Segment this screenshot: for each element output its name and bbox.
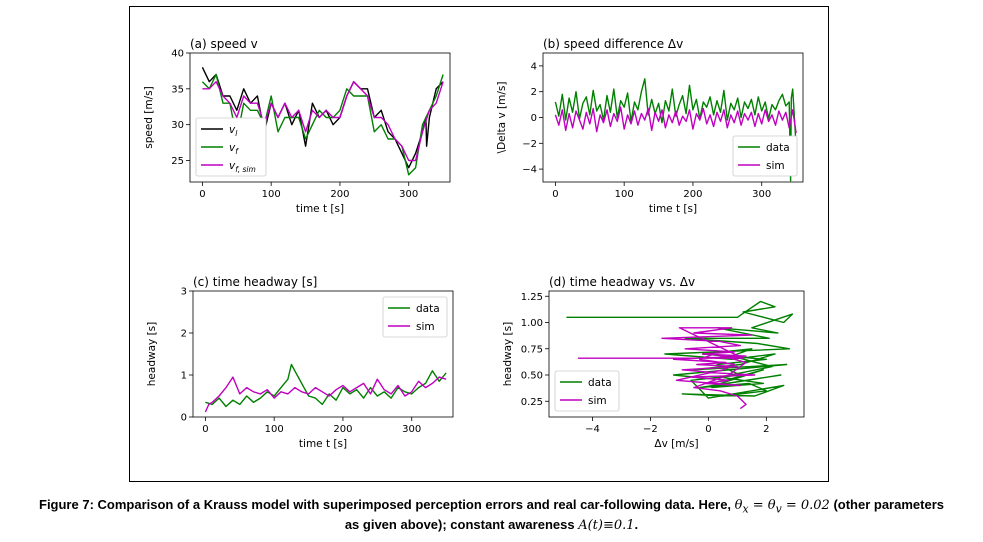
x-axis-label: time t [s]	[649, 203, 697, 215]
legend: data sim	[554, 370, 620, 412]
caption-sub-x: x	[742, 502, 749, 516]
legend-box	[195, 117, 267, 177]
y-tick-label: 0	[531, 113, 537, 124]
caption-eq-2: = 0.02	[781, 498, 830, 513]
x-tick-label: 200	[683, 189, 702, 200]
x-axis-label: Δv [m/s]	[654, 438, 698, 450]
x-tick-label: 300	[402, 424, 421, 435]
panel-title: (a) speed v	[190, 37, 258, 51]
caption-eq-1: = θ	[748, 498, 776, 513]
x-tick-label: 100	[615, 189, 634, 200]
caption-label: Figure 7:	[39, 497, 94, 512]
caption-sub-v: v	[775, 502, 782, 516]
x-tick-label: 0	[705, 424, 711, 435]
series-line-sim	[578, 327, 756, 410]
x-tick-label: 300	[399, 189, 418, 200]
y-tick-label: 1.25	[521, 292, 543, 303]
legend-entry: sim	[766, 160, 785, 172]
y-tick-label: 25	[171, 156, 184, 167]
legend-entry: vf, sim	[229, 160, 256, 174]
y-tick-label: 2	[531, 87, 537, 98]
caption-text-2: as given above); constant awareness	[344, 517, 579, 532]
series-line-data	[205, 363, 447, 408]
legend-entry-main: v	[229, 142, 236, 154]
series-line-sim	[204, 376, 447, 413]
figure-frame: 0 100 200 300 25 30 35 40 (a) speed v time t [s] s…	[129, 6, 829, 482]
legend-box	[554, 370, 620, 412]
legend: data sim	[382, 296, 448, 338]
y-tick-label: 3	[181, 287, 187, 298]
caption-theta-x: θ	[734, 498, 743, 513]
series-line-data	[554, 78, 797, 182]
panel-title: (b) speed difference Δv	[543, 37, 683, 51]
y-tick-label: 35	[171, 84, 184, 95]
caption-line-2: as given above); constant awareness A(t)…	[0, 517, 983, 533]
legend-entry-main: v	[229, 124, 236, 136]
panel-title: (c) time headway [s]	[193, 275, 317, 289]
legend-entry: data	[766, 142, 790, 154]
y-tick-label: 0	[181, 413, 187, 424]
x-tick-label: 200	[330, 189, 349, 200]
legend-entry: data	[588, 377, 612, 389]
legend: data sim	[732, 135, 798, 177]
x-axis-label: time t [s]	[296, 203, 344, 215]
y-tick-label: 1.00	[521, 318, 543, 329]
legend-box	[732, 135, 798, 177]
y-axis-label: headway [s]	[146, 322, 158, 386]
chart-panel-2: 0 100 200 300 0 1 2 3 (c) time headway [s] time t…	[146, 275, 454, 450]
y-tick-label: 1	[181, 371, 187, 382]
legend-entry: sim	[588, 395, 607, 407]
axes-frame	[548, 290, 805, 418]
caption-text-1-end: (other parameters	[829, 497, 944, 512]
chart-panel-1: 0 100 200 300 −4 −2 0 2 4 (b) speed difference Δv…	[496, 37, 804, 215]
legend-entry: data	[416, 303, 440, 315]
caption-text-2-end: .	[634, 517, 639, 532]
legend-entry-sub: f	[235, 147, 239, 156]
y-tick-label: 0.25	[521, 397, 543, 408]
legend-entry: vf	[229, 142, 239, 156]
caption-awareness: A(t)≡0.1	[578, 518, 635, 533]
y-tick-label: 2	[181, 329, 187, 340]
x-tick-label: 100	[262, 189, 281, 200]
caption-text-1: Comparison of a Krauss model with superi…	[93, 497, 735, 512]
x-tick-label: 300	[752, 189, 771, 200]
x-tick-label: 100	[265, 424, 284, 435]
legend-entry-sub: f, sim	[235, 165, 256, 174]
x-tick-label: 0	[199, 189, 205, 200]
y-axis-label: \Delta v [m/s]	[496, 82, 508, 154]
legend-entry-sub: l	[235, 129, 238, 138]
legend-entry: sim	[416, 321, 435, 333]
chart-panel-0: 0 100 200 300 25 30 35 40 (a) speed v time t [s] s…	[143, 37, 451, 215]
y-tick-label: −4	[522, 165, 537, 176]
x-tick-label: 0	[552, 189, 558, 200]
y-tick-label: 40	[171, 49, 184, 60]
x-tick-label: 200	[333, 424, 352, 435]
axes-frame	[189, 52, 451, 183]
caption-line-1: Figure 7: Comparison of a Krauss model w…	[0, 497, 983, 516]
y-tick-label: 0.75	[521, 344, 543, 355]
series-line-sim	[554, 106, 797, 134]
legend-entry-main: v	[229, 160, 236, 172]
y-axis-label: headway [s]	[502, 322, 514, 386]
y-axis-label: speed [m/s]	[143, 86, 155, 149]
x-tick-label: −2	[643, 424, 658, 435]
legend-entry: vl	[229, 124, 238, 138]
panel-title: (d) time headway vs. Δv	[549, 275, 695, 289]
series-line-v-f-sim	[202, 80, 444, 162]
y-tick-label: −2	[522, 139, 537, 150]
x-axis-label: time t [s]	[299, 438, 347, 450]
y-tick-label: 4	[531, 61, 537, 72]
legend-box	[382, 296, 448, 338]
chart-panel-3: −4 −2 0 2 0.25 0.50 0.75 1.00 1.25 (d) time headw…	[502, 275, 805, 450]
y-tick-label: 30	[171, 120, 184, 131]
axes-frame	[192, 290, 454, 418]
x-tick-label: 2	[763, 424, 769, 435]
y-tick-label: 0.50	[521, 371, 543, 382]
x-tick-label: 0	[202, 424, 208, 435]
x-tick-label: −4	[585, 424, 600, 435]
